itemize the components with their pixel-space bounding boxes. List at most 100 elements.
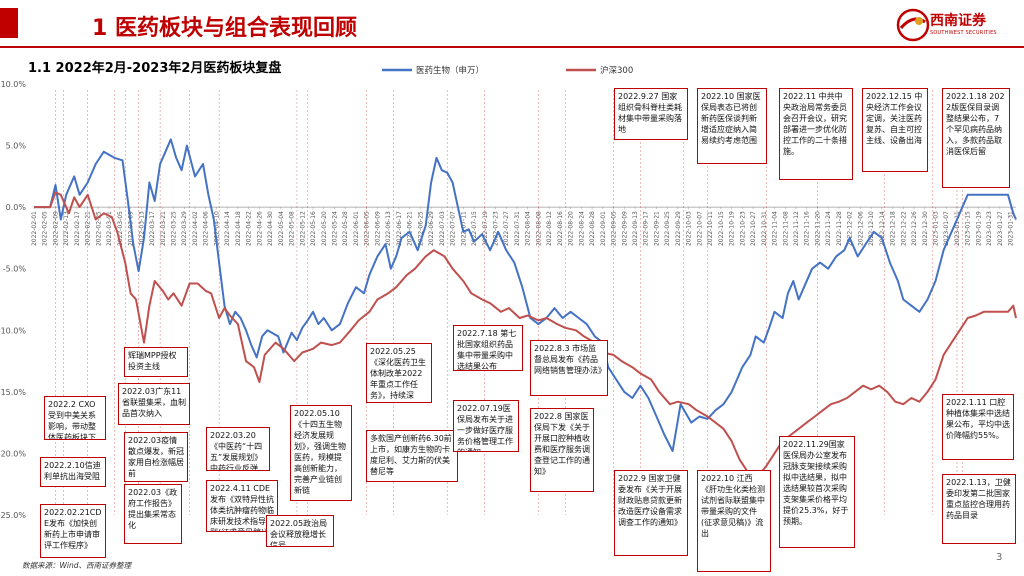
x-tick-label: 2022-02-25 bbox=[95, 211, 102, 246]
annotation-box: 2022.7.18 第七批国家组织药品集中带量采购中选结果公布 bbox=[453, 325, 523, 371]
x-tick-label: 2022-12-22 bbox=[900, 211, 907, 246]
x-tick-label: 2022-07-31 bbox=[514, 211, 521, 246]
annotation-box: 2022.10 国家医保局表态已将创新药医保谈判新增适应症纳入简易续约考虑范围 bbox=[697, 88, 767, 164]
x-tick-label: 2022-07-03 bbox=[439, 211, 446, 246]
x-tick-label: 2022-06-21 bbox=[407, 211, 414, 246]
x-tick-label: 2022-05-28 bbox=[342, 211, 349, 246]
annotation-box: 2022.03广东11省联盟集采，血制品首次纳入 bbox=[118, 383, 190, 425]
x-tick-label: 2022-06-05 bbox=[364, 211, 371, 246]
x-tick-label: 2022-10-03 bbox=[686, 211, 693, 246]
x-tick-label: 2022-02-09 bbox=[52, 211, 59, 246]
x-tick-label: 2022-11-04 bbox=[772, 211, 779, 246]
x-tick-label: 2022-07-11 bbox=[460, 211, 467, 246]
x-tick-label: 2023-01-23 bbox=[986, 211, 993, 246]
x-tick-label: 2022-12-26 bbox=[911, 211, 918, 246]
annotation-box: 2022.10 江西《肝功生化类检测试剂省际联盟集中带量采购的文件(征求意见稿)… bbox=[697, 470, 771, 572]
annotation-box: 多款国产创新药6.30前上市，如康方生物的卡度尼利、艾力斯的伏美替尼等 bbox=[366, 430, 458, 482]
x-tick-label: 2022-04-06 bbox=[203, 211, 210, 246]
annotation-box: 2022.03疫情散点爆发，新冠家用自检涨幅居前 bbox=[124, 432, 188, 482]
x-tick-label: 2022-11-24 bbox=[825, 211, 832, 246]
x-tick-label: 2022-09-29 bbox=[675, 211, 682, 246]
x-tick-label: 2022-05-16 bbox=[310, 211, 317, 246]
x-tick-label: 2022-02-01 bbox=[31, 211, 38, 246]
x-tick-label: 2022-10-27 bbox=[750, 211, 757, 246]
x-tick-label: 2023-01-19 bbox=[975, 211, 982, 246]
x-tick-label: 2022-10-31 bbox=[761, 211, 768, 246]
x-tick-label: 2022-03-05 bbox=[117, 211, 124, 246]
x-tick-label: 2022-11-28 bbox=[836, 211, 843, 246]
x-tick-label: 2022-06-17 bbox=[396, 211, 403, 246]
x-tick-label: 2022-12-10 bbox=[868, 211, 875, 246]
x-tick-label: 2022-10-15 bbox=[718, 211, 725, 246]
x-tick-label: 2022-09-13 bbox=[632, 211, 639, 246]
annotation-box: 2022.11 中共中央政治局常务委员会召开会议，研究部署进一步优化防控工作的二… bbox=[779, 88, 853, 180]
brand-name: 西南证券 bbox=[930, 13, 986, 29]
x-tick-label: 2022-10-07 bbox=[696, 211, 703, 246]
x-tick-label: 2022-03-25 bbox=[171, 211, 178, 246]
x-tick-label: 2022-08-08 bbox=[535, 211, 542, 246]
y-tick-label: 5.0% bbox=[6, 142, 27, 151]
annotation-box: 2022.9 国家卫健委发布《关于开展财政贴息贷款更新改造医疗设备需求调查工作的… bbox=[614, 470, 688, 556]
x-tick-label: 2022-06-29 bbox=[428, 211, 435, 246]
annotation-box: 2022.05.10《十四五生物经济发展规划》，强调生物医药，规模提高创新能力，… bbox=[290, 405, 352, 501]
series-line-csi300 bbox=[34, 191, 1017, 486]
series-line-pharma bbox=[34, 138, 1017, 452]
annotation-box: 2022.07.19医保局发布关于进一步做好医疗服务价格管理工作的通知 bbox=[453, 400, 519, 452]
header-divider bbox=[0, 46, 1024, 48]
x-tick-label: 2022-03-01 bbox=[106, 211, 113, 246]
x-tick-label: 2023-01-03 bbox=[933, 211, 940, 246]
x-tick-label: 2022-04-22 bbox=[246, 211, 253, 246]
x-tick-label: 2022-09-17 bbox=[643, 211, 650, 246]
x-tick-label: 2022-07-15 bbox=[471, 211, 478, 246]
x-tick-label: 2022-06-01 bbox=[353, 211, 360, 246]
x-tick-label: 2022-11-16 bbox=[804, 211, 811, 246]
annotation-box: 2022.11.29国家医保局办公室发布冠脉支架接续采购拟中选结果，拟中选结果较… bbox=[779, 436, 855, 548]
x-tick-label: 2022-04-26 bbox=[256, 211, 263, 246]
annotation-box: 辉瑞MPP授权投资主线 bbox=[124, 347, 188, 377]
x-tick-label: 2022-04-14 bbox=[224, 211, 231, 246]
y-tick-label: -20.0% bbox=[0, 449, 26, 458]
annotation-box: 2022.8.3 市场监督总局发布《药品网络销售管理办法》 bbox=[530, 340, 608, 396]
x-tick-label: 2022-05-08 bbox=[289, 211, 296, 246]
x-tick-label: 2022-04-02 bbox=[192, 211, 199, 246]
x-tick-label: 2022-12-18 bbox=[890, 211, 897, 246]
x-tick-label: 2022-08-04 bbox=[525, 211, 532, 246]
x-tick-label: 2022-02-21 bbox=[85, 211, 92, 246]
source-note: 数据来源：Wind、西南证券整理 bbox=[22, 561, 132, 570]
y-tick-label: -25.0% bbox=[0, 511, 26, 520]
annotation-box: 2022.2.10信迪利单抗出海受阻 bbox=[40, 457, 106, 487]
annotation-box: 2022.1.13，卫健委印发第二批国家重点监控合理用药药品目录 bbox=[942, 474, 1016, 544]
annotation-box: 2022.03《政府工作报告》提出集采常态化 bbox=[124, 484, 182, 544]
x-tick-label: 2022-10-19 bbox=[729, 211, 736, 246]
x-tick-label: 2022-10-11 bbox=[707, 211, 714, 246]
x-tick-label: 2022-03-17 bbox=[149, 211, 156, 246]
x-tick-label: 2022-02-13 bbox=[63, 211, 70, 246]
x-tick-label: 2022-07-07 bbox=[450, 211, 457, 246]
annotation-box: 2022.03.20《中医药“十四五”发展规划》中药行业反弹 bbox=[206, 427, 270, 471]
legend-label: 沪深300 bbox=[600, 65, 633, 76]
annotation-box: 2022.12.15 中央经济工作会议定调，关注医药复苏、自主可控主线、设备出海 bbox=[862, 88, 928, 172]
x-tick-label: 2022-08-28 bbox=[589, 211, 596, 246]
y-tick-label: 10.0% bbox=[1, 80, 27, 89]
x-tick-label: 2022-10-23 bbox=[739, 211, 746, 246]
annotation-box: 2022.05.25《深化医药卫生体制改革2022年重点工作任务》，持续深化“三… bbox=[366, 343, 432, 403]
annotation-box: 2022.9.27 国家组织骨科脊柱类耗材集中带量采购落地 bbox=[614, 88, 688, 140]
annotation-box: 2022.1.11 口腔种植体集采中选结果公布，平均中选价降幅约55%。 bbox=[942, 394, 1014, 460]
page-number: 3 bbox=[996, 552, 1003, 563]
x-tick-label: 2022-04-30 bbox=[267, 211, 274, 246]
x-tick-label: 2022-05-04 bbox=[278, 211, 285, 246]
y-tick-label: -15.0% bbox=[0, 388, 26, 397]
x-tick-label: 2022-12-30 bbox=[922, 211, 929, 246]
x-tick-label: 2022-09-05 bbox=[611, 211, 618, 246]
x-tick-label: 2022-06-13 bbox=[385, 211, 392, 246]
x-tick-label: 2022-11-08 bbox=[782, 211, 789, 246]
x-tick-label: 2022-05-12 bbox=[299, 211, 306, 246]
x-tick-label: 2023-01-07 bbox=[943, 211, 950, 246]
y-tick-label: 0.0% bbox=[6, 203, 27, 212]
x-tick-label: 2022-03-13 bbox=[138, 211, 145, 246]
x-tick-label: 2022-09-25 bbox=[664, 211, 671, 246]
x-tick-label: 2023-01-31 bbox=[1008, 211, 1015, 246]
x-tick-label: 2023-01-11 bbox=[954, 211, 961, 246]
x-tick-label: 2022-09-01 bbox=[600, 211, 607, 246]
annotation-box: 2022.8 国家医保局下发《关于开展口腔种植收费和医疗服务调查登记工作的通知》 bbox=[530, 408, 594, 492]
